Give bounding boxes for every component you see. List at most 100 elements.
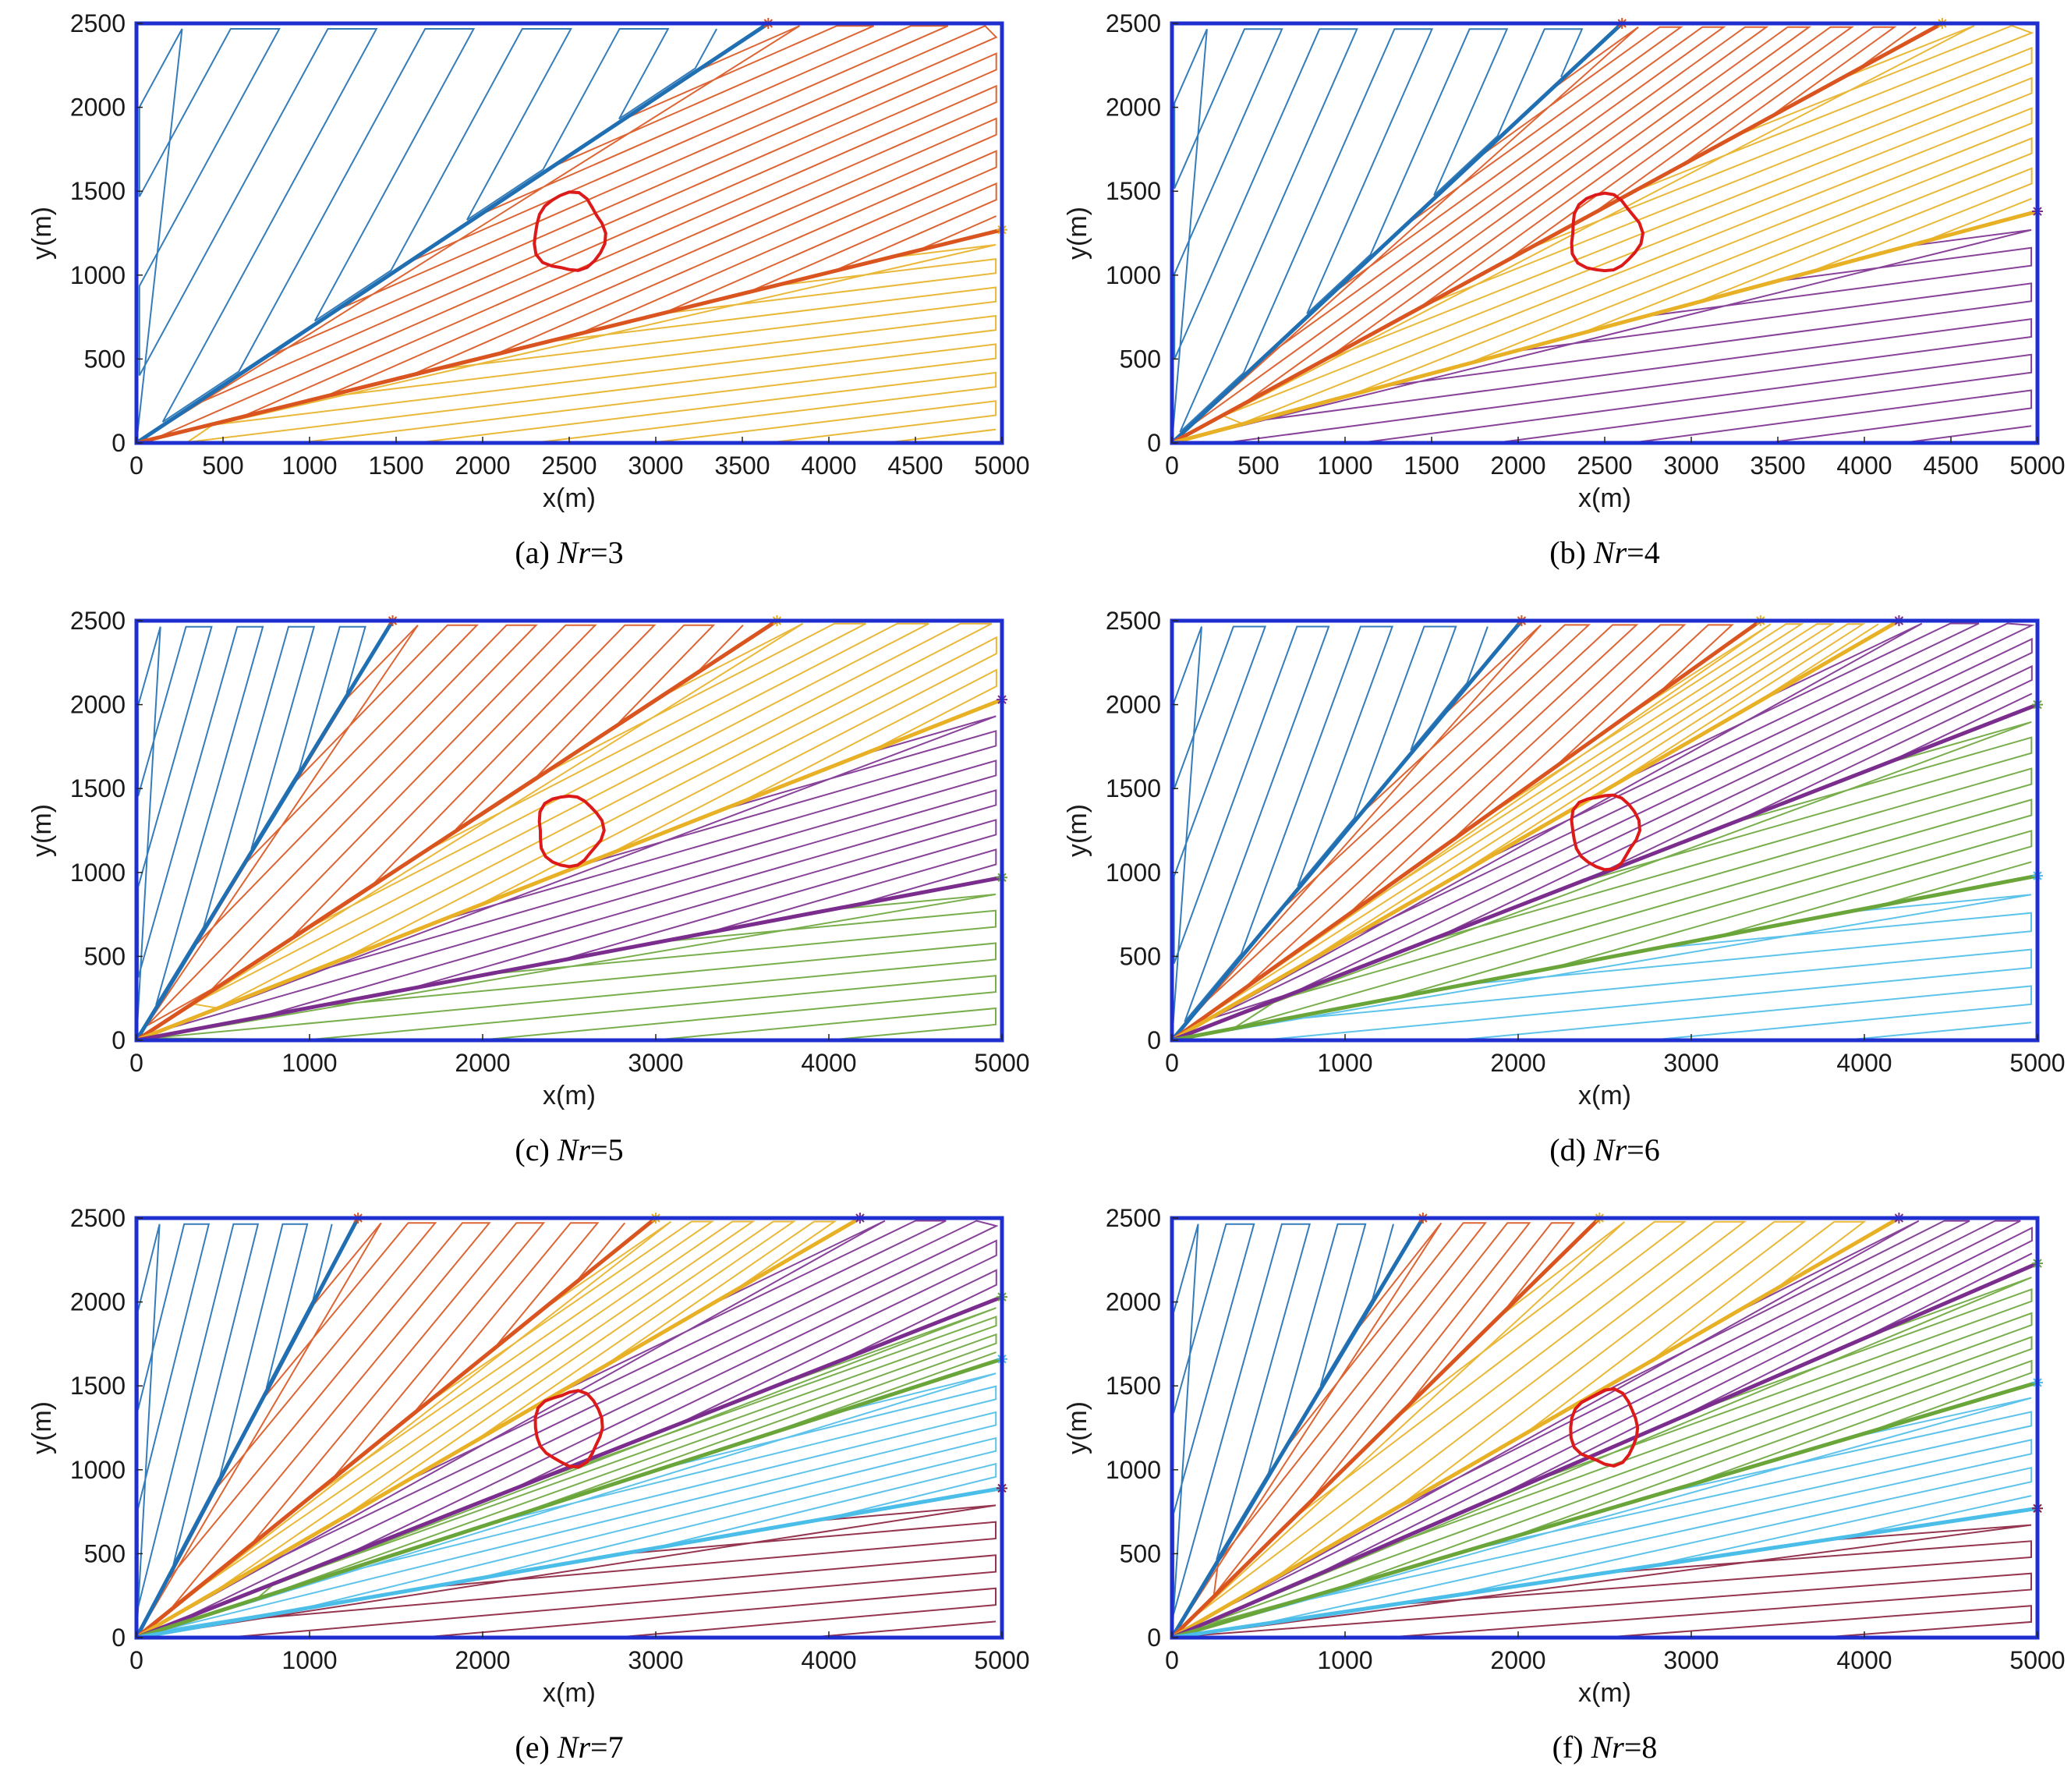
region-boundary-6 <box>136 1486 1003 1640</box>
panel-b: 0 500 1000 1500 2000 2500 3000 3500 4000 4500 5000… <box>1036 0 2071 597</box>
obstacle <box>537 794 606 869</box>
region-boundary-2 <box>1170 21 1944 445</box>
x-tick-label: 3000 <box>628 1646 683 1674</box>
x-tick-label: 500 <box>1237 452 1279 480</box>
panel-caption: (e) Nr=7 <box>515 1730 623 1765</box>
region-boundary-3 <box>1170 618 1900 1043</box>
panel-caption: (f) Nr=8 <box>1552 1730 1658 1765</box>
caption-value: =7 <box>590 1730 624 1765</box>
x-tick-label: 4500 <box>887 452 943 480</box>
sweep-path-1 <box>1171 28 1584 444</box>
sweep-path-3 <box>1171 1220 1867 1638</box>
panel-f-chart: 0 1000 2000 3000 4000 5000 0 500 1000 1500 2000 250… <box>1063 1204 2066 1765</box>
x-tick-label: 2500 <box>541 452 597 480</box>
y-tick-label: 0 <box>112 1624 126 1652</box>
caption-variable: Nr <box>557 535 591 570</box>
x-tick-label: 2000 <box>1490 1049 1545 1077</box>
x-tick-label: 5000 <box>2009 1049 2065 1077</box>
y-tick-label: 1500 <box>1106 1372 1161 1400</box>
region-boundary-5 <box>136 1357 1003 1640</box>
x-tick-label: 5000 <box>2009 1646 2065 1674</box>
x-tick-label: 0 <box>129 1646 143 1674</box>
caption-variable: Nr <box>1593 535 1627 570</box>
x-tick-label: 0 <box>1165 1049 1179 1077</box>
y-tick-label: 2000 <box>70 691 126 719</box>
y-tick-label: 0 <box>112 429 126 457</box>
y-axis-title: y(m) <box>27 207 57 260</box>
caption-value: =4 <box>1627 535 1660 570</box>
region-boundary-1 <box>1170 22 1623 444</box>
y-tick-label: 500 <box>84 345 126 373</box>
x-tick-label: 4000 <box>801 452 856 480</box>
y-tick-label: 1500 <box>70 774 126 802</box>
x-tick-label: 5000 <box>974 1646 1029 1674</box>
x-tick-label: 1000 <box>281 1646 337 1674</box>
region-boundary-2 <box>1170 1217 1602 1639</box>
y-axis-title: y(m) <box>27 804 57 857</box>
obstacle <box>1570 191 1645 273</box>
caption-prefix: (a) <box>515 535 557 570</box>
region-boundary-2 <box>1170 618 1762 1043</box>
sweep-path-2 <box>136 624 744 1041</box>
caption-variable: Nr <box>557 1132 591 1167</box>
x-tick-label: 1000 <box>281 1049 337 1077</box>
x-tick-label: 2000 <box>455 452 510 480</box>
y-tick-label: 2500 <box>1106 1204 1161 1232</box>
sweep-path-2 <box>136 1222 625 1638</box>
x-tick-label: 1000 <box>1317 1049 1372 1077</box>
x-tick-label: 5000 <box>2009 452 2065 480</box>
sweep-path-4 <box>136 715 997 1041</box>
region-boundary-4 <box>1171 1261 2038 1640</box>
x-tick-label: 5000 <box>974 452 1029 480</box>
area-boundary <box>134 618 1004 1043</box>
area-boundary <box>1170 1216 2040 1640</box>
y-tick-label: 2500 <box>70 9 126 37</box>
x-tick-label: 2000 <box>1490 1646 1545 1674</box>
panel-e-chart: 0 1000 2000 3000 4000 5000 0 500 1000 1500 2000 250… <box>27 1204 1030 1765</box>
caption-prefix: (c) <box>515 1132 557 1167</box>
caption-value: =8 <box>1624 1730 1658 1765</box>
sweep-path-3 <box>1171 24 2034 444</box>
x-tick-label: 3000 <box>628 452 683 480</box>
sweep-path-1 <box>136 1223 333 1638</box>
y-tick-label: 500 <box>1120 942 1161 970</box>
x-tick-label: 2000 <box>455 1049 510 1077</box>
sweep-path-6 <box>1171 1397 2033 1638</box>
y-tick-label: 2000 <box>1106 1288 1161 1316</box>
y-tick-label: 500 <box>84 1539 126 1567</box>
region-boundary-6 <box>1171 1506 2038 1640</box>
y-tick-label: 0 <box>1147 1624 1161 1652</box>
y-axis-title: y(m) <box>27 1401 57 1454</box>
panel-d: 0 1000 2000 3000 4000 5000 0 500 1000 1500 2000 250… <box>1036 597 2071 1195</box>
x-tick-label: 3500 <box>1750 452 1805 480</box>
sweep-path-1 <box>1171 625 1489 1041</box>
region-boundary-4 <box>136 875 1003 1043</box>
x-tick-label: 1500 <box>368 452 423 480</box>
sweep-path-7 <box>136 1504 997 1638</box>
obstacle <box>1570 793 1642 872</box>
region-boundary-1 <box>134 1217 360 1639</box>
x-tick-label: 4000 <box>801 1049 856 1077</box>
x-tick-label: 4500 <box>1923 452 1978 480</box>
caption-value: =3 <box>590 535 624 570</box>
y-tick-label: 2500 <box>70 1204 126 1232</box>
x-tick-label: 1000 <box>281 452 337 480</box>
x-tick-label: 0 <box>1165 1646 1179 1674</box>
x-tick-label: 1000 <box>1317 452 1372 480</box>
x-tick-label: 1500 <box>1404 452 1459 480</box>
caption-variable: Nr <box>1593 1132 1627 1167</box>
y-tick-label: 1500 <box>70 1372 126 1400</box>
caption-variable: Nr <box>1591 1730 1625 1765</box>
x-tick-label: 3000 <box>1663 1049 1719 1077</box>
region-boundary-5 <box>1171 873 2038 1043</box>
panel-caption: (c) Nr=5 <box>515 1132 623 1167</box>
y-tick-label: 1000 <box>70 261 126 289</box>
x-tick-label: 0 <box>129 452 143 480</box>
x-tick-label: 5000 <box>974 1049 1029 1077</box>
x-axis-title: x(m) <box>1578 483 1631 513</box>
x-tick-label: 4000 <box>1836 1646 1892 1674</box>
y-tick-label: 1000 <box>70 1456 126 1484</box>
panel-d-chart: 0 1000 2000 3000 4000 5000 0 500 1000 1500 2000 250… <box>1063 607 2066 1167</box>
panel-caption: (b) Nr=4 <box>1549 535 1659 570</box>
